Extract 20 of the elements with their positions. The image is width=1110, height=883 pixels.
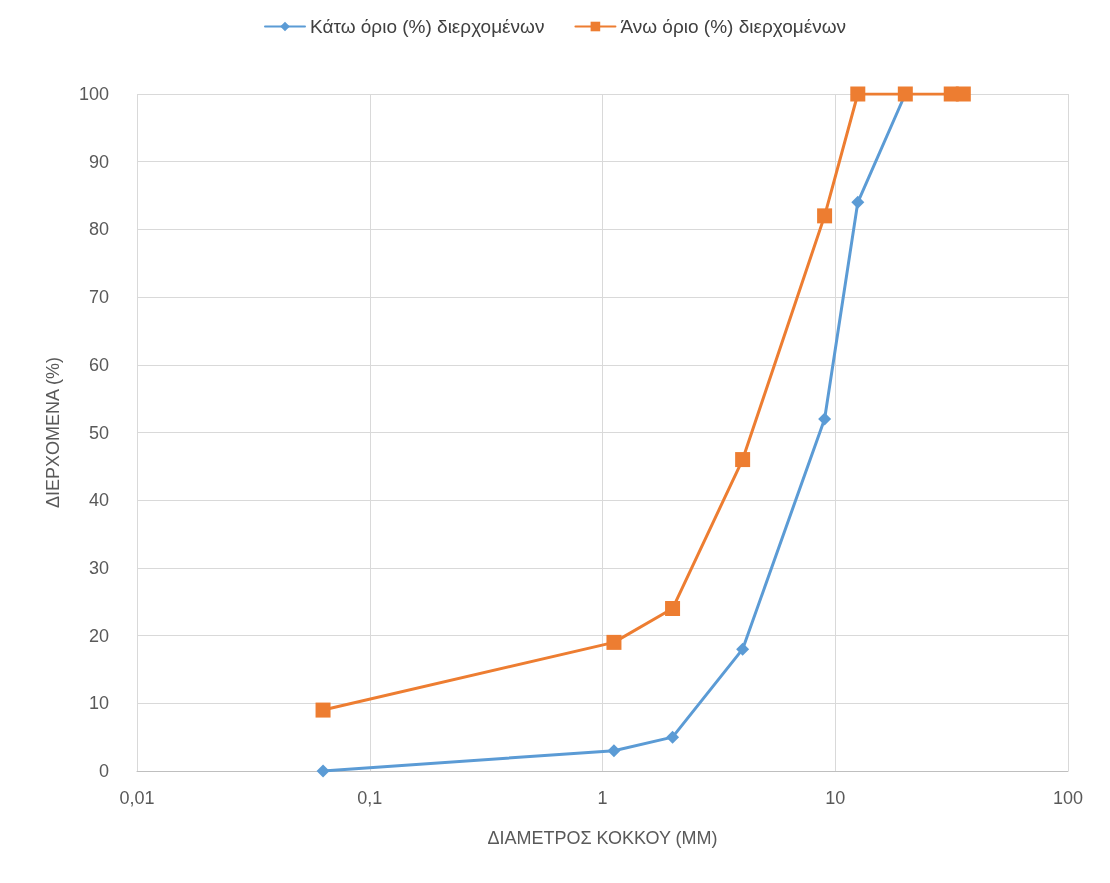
x-tick-label: 10 xyxy=(825,788,846,808)
y-tick-label: 40 xyxy=(88,490,109,511)
x-tick-label: 1 xyxy=(597,788,608,808)
x-tick-label: 0,1 xyxy=(357,788,383,808)
x-tick-label: 100 xyxy=(1052,788,1084,808)
y-axis-title: ΔΙΕΡΧΟΜΕΝΑ (%) xyxy=(43,356,63,509)
y-tick-label: 100 xyxy=(78,84,109,104)
y-tick-label: 60 xyxy=(88,354,109,375)
x-tick-label: 0,01 xyxy=(119,788,155,808)
y-tick-label: 30 xyxy=(88,557,109,578)
y-tick-label: 0 xyxy=(98,761,109,781)
legend-label: Κάτω όριο (%) διερχομένων xyxy=(310,16,545,37)
y-tick-label: 80 xyxy=(88,219,109,240)
y-tick-label: 20 xyxy=(88,625,109,646)
y-tick-label: 70 xyxy=(88,287,109,308)
legend-label: Άνω όριο (%) διερχομένων xyxy=(620,16,847,37)
y-tick-label: 50 xyxy=(88,422,109,443)
x-axis-title: ΔΙΑΜΕΤΡΟΣ ΚΟΚΚΟΥ (ΜΜ) xyxy=(487,828,718,848)
y-tick-label: 90 xyxy=(88,151,109,172)
y-tick-label: 10 xyxy=(88,693,109,714)
